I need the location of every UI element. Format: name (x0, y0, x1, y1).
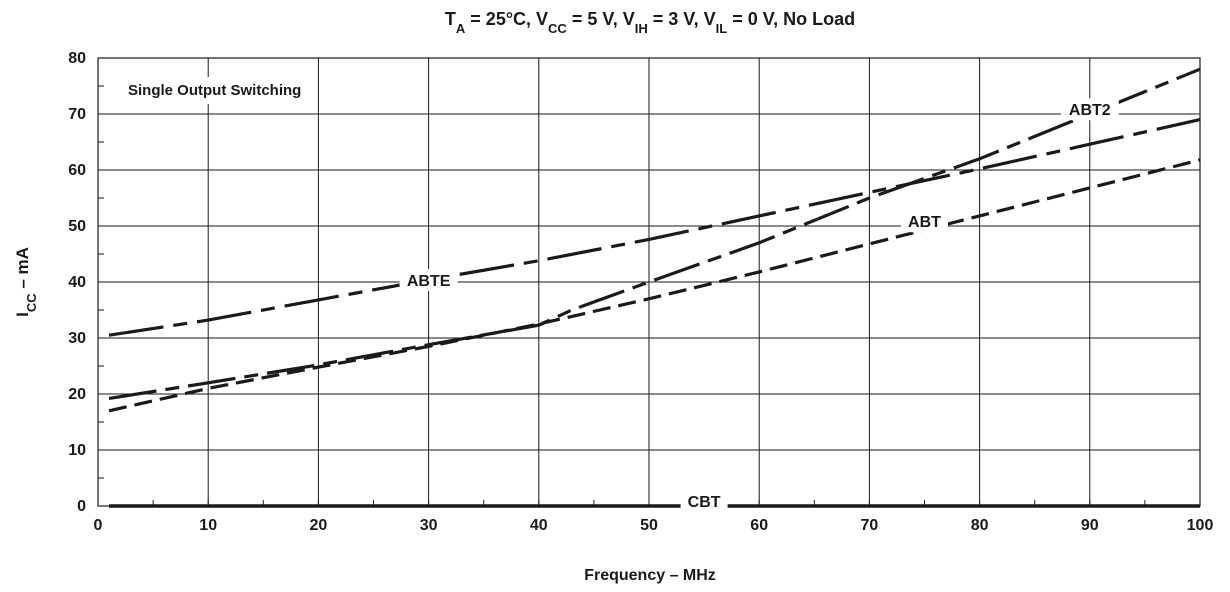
series-label-cbt: CBT (688, 494, 721, 511)
series-line-abt2 (108, 67, 1201, 401)
x-axis-label: Frequency – MHz (584, 567, 716, 584)
annotation-text: Single Output Switching (128, 82, 301, 99)
y-axis-label: ICC – mA (13, 247, 39, 317)
series-line-abt (108, 158, 1201, 413)
series-labels: ABTE ABT2 ABT CBT (399, 98, 1119, 513)
annotation-box (120, 77, 310, 104)
chart-title: TA = 25°C, VCC = 5 V, VIH = 3 V, VIL = 0… (445, 9, 855, 36)
x-tick-label: 80 (971, 517, 989, 534)
y-tick-label: 10 (68, 442, 86, 459)
x-tick-label: 90 (1081, 517, 1099, 534)
x-tick-label: 100 (1187, 517, 1214, 534)
y-tick-label: 80 (68, 50, 86, 67)
y-tick-label: 30 (68, 330, 86, 347)
y-tick-label: 0 (77, 498, 86, 515)
x-tick-label: 30 (420, 517, 438, 534)
x-tick-labels: 0 10 20 30 40 50 60 70 80 90 100 (94, 517, 1214, 534)
series-label-bg-abt2 (1060, 98, 1119, 121)
x-tick-label: 40 (530, 517, 548, 534)
series-label-abt: ABT (908, 214, 941, 231)
x-tick-label: 70 (861, 517, 879, 534)
y-tick-label: 40 (68, 274, 86, 291)
y-tick-labels: 0 10 20 30 40 50 60 70 80 (68, 50, 86, 515)
series-label-bg-abt (901, 210, 948, 233)
y-tick-label: 70 (68, 106, 86, 123)
grid (97, 57, 1201, 507)
x-tick-label: 60 (750, 517, 768, 534)
x-tick-label: 50 (640, 517, 658, 534)
y-tick-label: 20 (68, 386, 86, 403)
series-label-bg-cbt (680, 490, 728, 513)
x-tick-label: 20 (310, 517, 328, 534)
x-tick-label: 0 (94, 517, 103, 534)
series-label-bg-abte (399, 269, 458, 291)
series-line-abte (108, 118, 1201, 337)
y-tick-label: 60 (68, 162, 86, 179)
series-label-abt2: ABT2 (1069, 102, 1111, 119)
x-tick-label: 10 (199, 517, 217, 534)
series-label-abte: ABTE (407, 273, 451, 290)
y-tick-label: 50 (68, 218, 86, 235)
series-group (108, 67, 1201, 508)
